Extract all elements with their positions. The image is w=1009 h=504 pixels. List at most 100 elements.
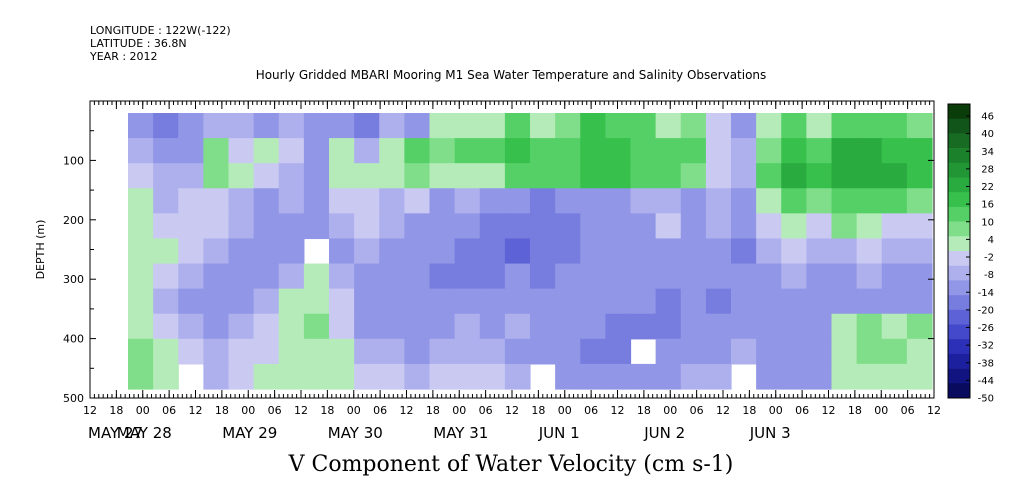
heatmap-cell [655, 338, 682, 365]
x-tick-label: 18 [531, 404, 545, 417]
heatmap-cell [580, 113, 606, 139]
heatmap-cell [680, 338, 707, 365]
heatmap-cell [178, 163, 204, 189]
heatmap-cell [705, 363, 732, 390]
heatmap-cell [756, 213, 782, 240]
heatmap-cell [454, 213, 481, 240]
heatmap-cell [781, 313, 807, 340]
heatmap-cell [278, 213, 305, 240]
heatmap-cell [806, 313, 833, 340]
heatmap-cell [731, 338, 757, 365]
colorbar-label: 46 [981, 112, 994, 123]
heatmap-cell [253, 163, 280, 189]
heatmap-cell [856, 188, 883, 214]
x-day-label: JUN 1 [538, 424, 580, 442]
heatmap-cell [153, 263, 179, 290]
heatmap-cell [806, 188, 833, 214]
heatmap-cell [680, 163, 707, 189]
heatmap-cell [806, 363, 833, 390]
x-tick-label: 00 [136, 404, 150, 417]
heatmap-cell [278, 138, 305, 164]
heatmap-cell [881, 263, 908, 290]
heatmap-cell [906, 363, 933, 390]
heatmap-cell [555, 288, 581, 315]
heatmap-cell [379, 338, 405, 365]
x-tick-label: 18 [848, 404, 862, 417]
heatmap-cell [530, 163, 556, 189]
heatmap-cell [680, 188, 707, 214]
heatmap-cell [881, 338, 908, 365]
heatmap-cell [153, 138, 179, 164]
heatmap-cell [404, 113, 431, 139]
heatmap-cell [856, 113, 883, 139]
x-tick-label: 12 [189, 404, 203, 417]
heatmap-cell [580, 188, 606, 214]
heatmap-cell [705, 263, 732, 290]
heatmap-cell [731, 313, 757, 340]
heatmap-cell [731, 113, 757, 139]
colorbar-swatch [948, 339, 970, 355]
heatmap-cell [454, 288, 481, 315]
heatmap-cell [354, 113, 380, 139]
heatmap-cell [128, 238, 154, 265]
heatmap-cell [731, 213, 757, 240]
heatmap-cell [404, 213, 431, 240]
heatmap-cell [429, 363, 456, 390]
heatmap-cell [906, 188, 933, 214]
heatmap-cell [404, 188, 431, 214]
heatmap-cell [454, 263, 481, 290]
heatmap-cell [404, 138, 431, 164]
heatmap-cell [680, 213, 707, 240]
x-tick-label: 00 [452, 404, 466, 417]
heatmap-cell [655, 288, 682, 315]
heatmap-cell [605, 113, 632, 139]
heatmap-cell [856, 213, 883, 240]
heatmap-cell [303, 338, 330, 365]
heatmap-cell [404, 263, 431, 290]
heatmap-cell [781, 263, 807, 290]
heatmap-cell [203, 338, 230, 365]
heatmap-cell [278, 363, 305, 390]
x-tick-label: 18 [215, 404, 229, 417]
heatmap-cell [881, 188, 908, 214]
heatmap-cell [605, 313, 632, 340]
x-tick-label: 12 [927, 404, 941, 417]
heatmap-cell [203, 138, 230, 164]
heatmap-cell [178, 238, 204, 265]
heatmap-cell [856, 238, 883, 265]
y-tick-label: 200 [63, 214, 84, 227]
heatmap-cell [580, 138, 606, 164]
colorbar-label: 22 [981, 182, 994, 193]
colorbar-label: -20 [978, 305, 994, 316]
heatmap-cell [555, 363, 581, 390]
heatmap-cell [705, 238, 732, 265]
heatmap-cell [479, 263, 506, 290]
heatmap-cell [404, 313, 431, 340]
heatmap-cell [555, 113, 581, 139]
heatmap-cell [504, 363, 531, 390]
heatmap-cell [530, 263, 556, 290]
heatmap-cell [781, 188, 807, 214]
heatmap-cell [479, 338, 506, 365]
colorbar-label: -44 [978, 376, 994, 387]
heatmap-cell [153, 163, 179, 189]
heatmap-cell [906, 238, 933, 265]
heatmap-cell [329, 363, 355, 390]
heatmap-cell [881, 213, 908, 240]
heatmap-cell [756, 288, 782, 315]
heatmap-cell [303, 163, 330, 189]
heatmap-cell [580, 263, 606, 290]
heatmap-cell [781, 163, 807, 189]
heatmap-cell [454, 188, 481, 214]
heatmap-cell [906, 338, 933, 365]
heatmap-cell [504, 213, 531, 240]
x-tick-label: 06 [690, 404, 704, 417]
heatmap-cell [479, 288, 506, 315]
x-tick-label: 18 [742, 404, 756, 417]
colorbar-swatch [948, 368, 970, 384]
heatmap-cell [655, 113, 682, 139]
heatmap-cell [379, 238, 405, 265]
heatmap-cell [655, 313, 682, 340]
heatmap-cell [555, 263, 581, 290]
